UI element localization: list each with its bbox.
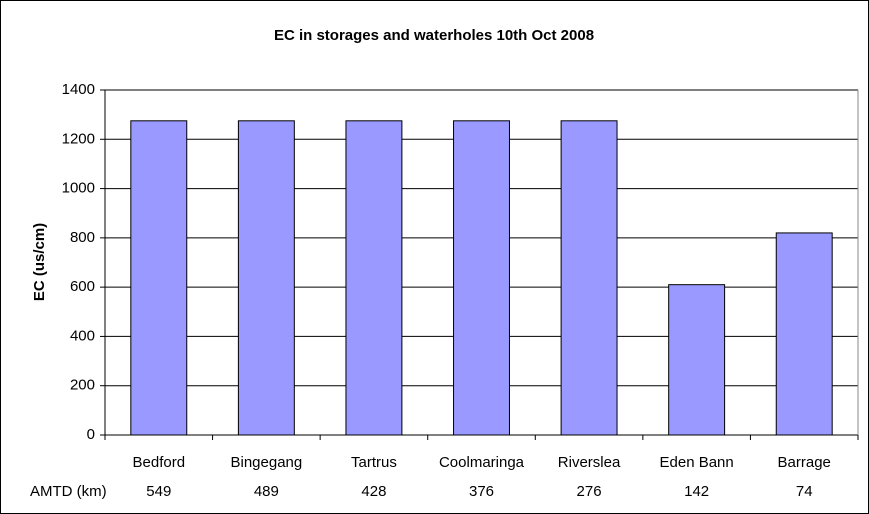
x-tick-label: Riverslea xyxy=(558,454,621,471)
bar xyxy=(130,120,188,436)
bar xyxy=(775,232,833,436)
y-tick-label: 800 xyxy=(70,229,95,246)
amtd-label: AMTD (km) xyxy=(30,483,107,500)
amtd-value: 489 xyxy=(254,483,279,500)
amtd-value: 428 xyxy=(361,483,386,500)
x-tick-label: Coolmaringa xyxy=(439,454,525,471)
x-tick-label: Eden Bann xyxy=(660,454,734,471)
y-tick-label: 1200 xyxy=(62,130,95,147)
amtd-value: 376 xyxy=(469,483,494,500)
y-tick-label: 600 xyxy=(70,278,95,295)
x-tick-label: Bedford xyxy=(133,454,186,471)
y-tick-label: 1400 xyxy=(62,81,95,98)
y-tick-label: 400 xyxy=(70,327,95,344)
y-tick-label: 0 xyxy=(87,426,95,443)
bar xyxy=(668,284,726,436)
y-axis-label: EC (us/cm) xyxy=(31,223,48,301)
y-tick-label: 1000 xyxy=(62,180,95,197)
amtd-value: 549 xyxy=(146,483,171,500)
y-tick-label: 200 xyxy=(70,377,95,394)
bar xyxy=(237,120,295,436)
x-tick-label: Tartrus xyxy=(351,454,397,471)
amtd-value: 276 xyxy=(577,483,602,500)
chart-title: EC in storages and waterholes 10th Oct 2… xyxy=(274,27,594,44)
bar xyxy=(453,120,510,436)
x-tick-label: Barrage xyxy=(778,454,831,471)
bar xyxy=(345,120,403,436)
x-tick-label: Bingegang xyxy=(230,454,302,471)
amtd-value: 74 xyxy=(796,483,813,500)
bar xyxy=(560,120,618,436)
amtd-value: 142 xyxy=(684,483,709,500)
